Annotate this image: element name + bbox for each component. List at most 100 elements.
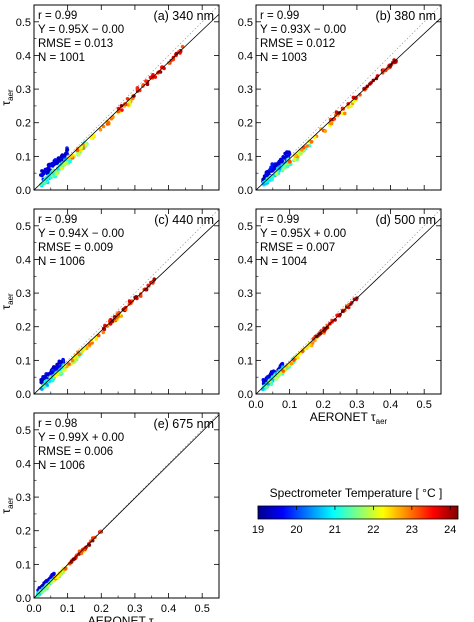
data-point	[264, 170, 269, 174]
y-tick-label: 0.5	[16, 221, 31, 233]
data-point	[101, 330, 106, 335]
data-point	[289, 361, 294, 366]
data-point	[285, 150, 289, 154]
y-tick-label: 0.3	[16, 288, 31, 300]
data-point	[54, 575, 58, 580]
data-point	[343, 111, 347, 116]
data-point	[68, 159, 72, 164]
data-points	[261, 296, 359, 392]
stats-line: RMSE = 0.006	[38, 446, 113, 458]
regression-line	[256, 17, 441, 190]
x-tick-label: 0.3	[127, 603, 142, 615]
data-point	[307, 343, 311, 348]
data-point	[39, 173, 43, 177]
colorbar-gradient	[257, 505, 459, 520]
panel-label: (e) 675 nm	[154, 417, 214, 431]
data-point	[296, 355, 300, 360]
y-tick-label: 0.0	[16, 593, 31, 605]
data-point	[101, 124, 106, 129]
colorbar: Spectrometer Temperature [ °C ] 19 20 21 22…	[252, 486, 459, 536]
y-tick-label: 0.2	[16, 322, 31, 334]
data-point	[50, 164, 55, 168]
stats-line: r = 0.99	[260, 10, 299, 22]
x-axis-label: AERONET τaer	[310, 410, 388, 426]
data-point	[138, 88, 142, 93]
colorbar-tick-label: 21	[329, 524, 341, 536]
data-point	[44, 382, 49, 387]
stats-line: N = 1006	[38, 460, 85, 472]
regression-line	[34, 414, 219, 598]
x-tick-label: 0.2	[94, 603, 109, 615]
data-point	[79, 550, 84, 554]
data-point	[57, 159, 61, 163]
data-point	[54, 172, 59, 176]
data-point	[58, 371, 63, 375]
data-point	[157, 70, 161, 74]
y-tick-label: 0.3	[238, 288, 253, 300]
stats-line: N = 1004	[260, 256, 308, 268]
panel-label: (c) 440 nm	[154, 213, 214, 227]
data-point	[167, 61, 171, 65]
data-point	[354, 297, 359, 302]
data-point	[305, 144, 310, 148]
data-point	[278, 372, 282, 376]
data-point	[84, 346, 89, 351]
data-point	[70, 358, 75, 363]
y-axis-label: τaer	[0, 89, 15, 106]
one-to-one-line	[34, 413, 219, 598]
one-to-one-line	[256, 5, 441, 190]
data-point	[274, 172, 279, 176]
stats-line: r = 0.99	[38, 214, 77, 226]
data-point	[287, 152, 292, 157]
data-point	[150, 74, 155, 79]
data-point	[61, 368, 65, 373]
y-tick-label: 0.1	[238, 355, 253, 367]
y-tick-label: 0.2	[238, 322, 253, 334]
plot-frame	[33, 4, 220, 191]
data-point	[297, 351, 302, 356]
stats-line: r = 0.98	[38, 418, 77, 430]
data-point	[336, 313, 341, 317]
data-point	[43, 375, 47, 379]
data-point	[49, 370, 54, 375]
x-tick-label: 0.0	[248, 399, 263, 411]
data-point	[281, 369, 285, 373]
data-point	[39, 379, 44, 384]
colorbar-title: Spectrometer Temperature [ °C ]	[270, 486, 443, 500]
data-point	[310, 341, 315, 345]
stats-line: N = 1003	[260, 52, 307, 64]
y-tick-label: 0.5	[238, 221, 253, 233]
y-tick-label: 0.1	[16, 559, 31, 571]
data-point	[105, 122, 110, 126]
data-point	[383, 68, 388, 73]
y-tick-label: 0.4	[16, 50, 31, 62]
data-point	[46, 163, 51, 167]
stats-line: r = 0.99	[38, 10, 77, 22]
plot-frame	[33, 412, 220, 599]
data-point	[46, 170, 50, 175]
data-point	[69, 560, 73, 564]
data-point	[63, 161, 68, 166]
data-point	[40, 387, 44, 391]
data-point	[51, 572, 56, 576]
data-point	[40, 169, 44, 173]
y-tick-label: 0.4	[238, 50, 253, 62]
data-point	[295, 157, 300, 162]
data-point	[87, 543, 92, 547]
stats-line: Y = 0.94X − 0.00	[38, 228, 124, 240]
data-point	[79, 145, 84, 150]
y-tick-label: 0.0	[238, 389, 253, 401]
data-point	[349, 104, 353, 109]
data-point	[98, 529, 103, 534]
colorbar-tick-label: 20	[290, 524, 302, 536]
data-point	[45, 372, 50, 376]
data-point	[84, 142, 88, 147]
data-point	[274, 376, 279, 381]
y-axis-label: τaer	[0, 497, 15, 514]
scatter-panel: 0.0 0.1 0.2 0.3 0.4 0.5 0.0 0.1 0.2 0.3 0.4 0.5 AERO…	[238, 208, 442, 426]
data-point	[44, 167, 48, 172]
stats-line: Y = 0.95X + 0.00	[260, 228, 346, 240]
data-point	[300, 148, 304, 152]
data-point	[333, 318, 337, 322]
